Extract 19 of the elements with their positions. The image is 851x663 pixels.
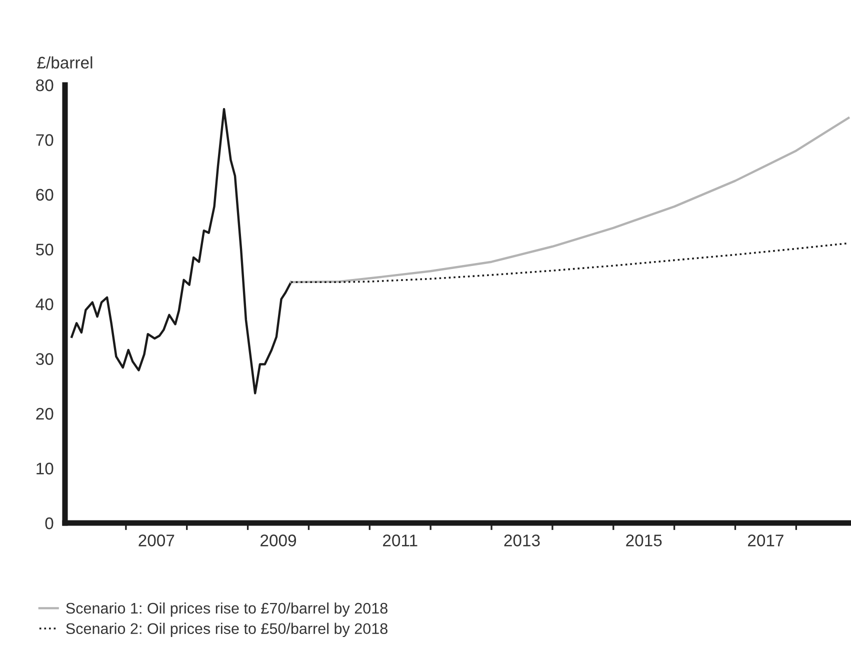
y-axis-title: £/barrel	[37, 56, 92, 69]
x-tick-label: 2011	[383, 534, 418, 546]
legend-label: Scenario 2: Oil prices rise to £50/barrel by 2018	[66, 622, 388, 638]
legend-label: Scenario 1: Oil prices rise to £70/barrel by 2018	[66, 602, 388, 617]
y-tick-label: 60	[36, 188, 54, 201]
y-tick-label: 10	[36, 462, 54, 474]
y-tick-label: 40	[36, 298, 54, 310]
x-tick-label: 2013	[504, 534, 540, 546]
y-tick-label: 80	[36, 79, 54, 92]
x-tick-label: 2009	[260, 534, 296, 546]
x-tick-label: 2015	[626, 534, 662, 546]
x-tick-label: 2007	[138, 534, 174, 546]
line-series	[290, 116, 850, 284]
y-tick-label: 70	[36, 134, 54, 146]
x-tick-label: 2017	[748, 534, 784, 546]
y-tick-label: 0	[45, 517, 54, 530]
y-tick-label: 30	[36, 353, 54, 365]
y-tick-label: 50	[36, 244, 54, 256]
y-tick-label: 20	[36, 408, 54, 420]
